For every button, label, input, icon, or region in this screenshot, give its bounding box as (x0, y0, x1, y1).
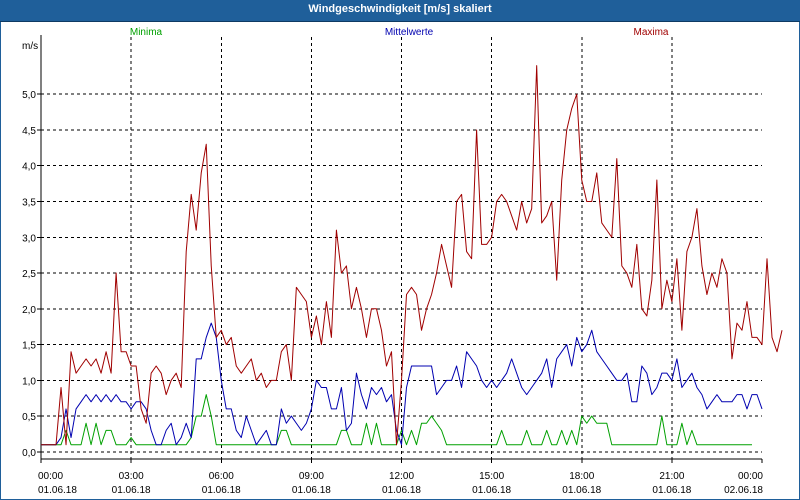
series-line-maxima (41, 65, 783, 446)
x-tick-date-label: 01.06.18 (652, 485, 691, 496)
x-tick-time-label: 09:00 (299, 471, 324, 482)
x-tick-date-label: 01.06.18 (382, 485, 421, 496)
y-tick-label: 3,0 (22, 233, 36, 244)
window-titlebar[interactable]: Windgeschwindigkeit [m/s] skaliert (0, 0, 800, 22)
x-tick-time-label: 03:00 (119, 471, 144, 482)
y-tick-label: 4,5 (22, 126, 36, 137)
y-tick-label: 1,0 (22, 376, 36, 387)
x-tick-date-label: 01.06.18 (38, 485, 77, 496)
y-tick-label: 2,5 (22, 269, 36, 280)
x-tick-time-label: 00:00 (738, 471, 763, 482)
x-tick-date-label: 01.06.18 (562, 485, 601, 496)
x-tick-time-label: 00:00 (38, 471, 63, 482)
y-axis-unit-label: m/s (22, 41, 38, 52)
window-title: Windgeschwindigkeit [m/s] skaliert (308, 3, 492, 15)
series-line-mittelwerte (41, 322, 763, 446)
grid (41, 37, 762, 459)
x-tick-date-label: 01.06.18 (112, 485, 151, 496)
y-tick-label: 4,0 (22, 162, 36, 173)
legend-maxima: Maxima (633, 27, 668, 38)
x-tick-date-label: 01.06.18 (202, 485, 241, 496)
legend-minima: Minima (130, 27, 163, 38)
x-tick-date-label: 02.06.18 (724, 485, 763, 496)
x-tick-time-label: 21:00 (659, 471, 684, 482)
y-tick-label: 0,5 (22, 412, 36, 423)
labels: 0,0 0,5 1,0 1,5 2,0 2,5 3,0 3,5 4,0 4,5 5,0 00:00 01… (22, 27, 763, 496)
y-tick-label: 2,0 (22, 305, 36, 316)
y-tick-label: 5,0 (22, 90, 36, 101)
x-tick-time-label: 06:00 (209, 471, 234, 482)
x-tick-date-label: 01.06.18 (292, 485, 331, 496)
y-tick-label: 3,5 (22, 198, 36, 209)
axes (37, 35, 763, 463)
x-tick-time-label: 12:00 (389, 471, 414, 482)
x-tick-date-label: 01.06.18 (472, 485, 511, 496)
y-tick-label: 0,0 (22, 448, 36, 459)
x-tick-time-label: 18:00 (569, 471, 594, 482)
x-tick-time-label: 15:00 (479, 471, 504, 482)
y-tick-label: 1,5 (22, 341, 36, 352)
legend-mittelwerte: Mittelwerte (385, 27, 434, 38)
series (41, 65, 783, 446)
